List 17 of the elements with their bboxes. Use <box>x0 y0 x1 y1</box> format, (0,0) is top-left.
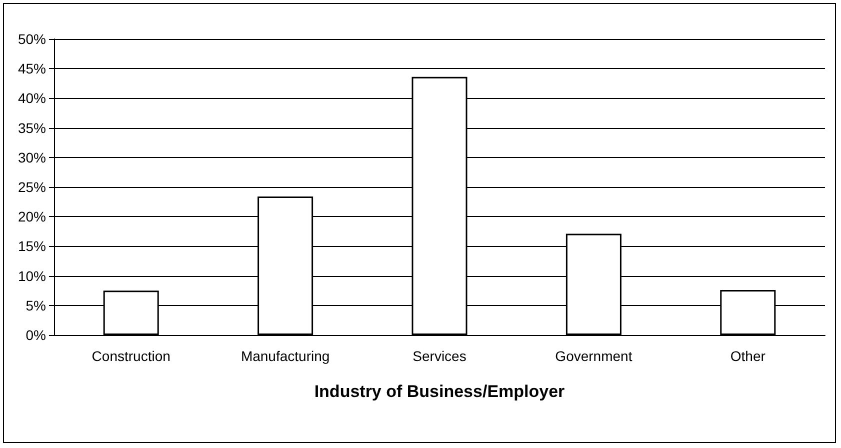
x-tick-label: Other <box>730 348 766 364</box>
y-tick-label: 5% <box>26 297 46 314</box>
y-tick-label: 0% <box>26 327 46 343</box>
y-tick-label: 30% <box>18 149 46 166</box>
x-axis-title: Industry of Business/Employer <box>314 382 566 401</box>
x-tick-label: Construction <box>92 348 170 364</box>
y-tick-label: 45% <box>18 60 46 77</box>
y-tick-label: 20% <box>18 208 46 225</box>
y-tick-label: 35% <box>18 120 46 136</box>
x-tick-label: Services <box>412 348 466 364</box>
y-tick-label: 10% <box>18 268 46 284</box>
y-tick-label: 25% <box>18 179 46 195</box>
y-tick-label: 40% <box>18 90 46 106</box>
y-tick-label: 50% <box>18 31 46 47</box>
x-tick-label: Manufacturing <box>240 348 330 364</box>
y-tick-label: 15% <box>18 238 46 254</box>
x-tick-label: Government <box>555 348 632 364</box>
